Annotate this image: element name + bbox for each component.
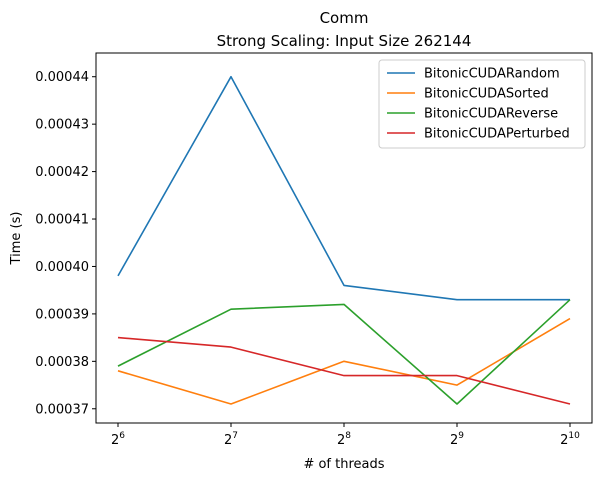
y-tick-label: 0.00043 bbox=[35, 118, 89, 133]
y-tick-label: 0.00041 bbox=[35, 213, 89, 228]
x-tick-label: 210 bbox=[560, 431, 580, 448]
x-tick-base: 2 bbox=[224, 433, 232, 448]
chart-title: Comm bbox=[320, 9, 369, 27]
y-tick-label: 0.00039 bbox=[35, 307, 89, 322]
series-line-bitoniccudarandom bbox=[117, 75, 570, 301]
y-tick-label: 0.00037 bbox=[35, 402, 89, 417]
x-axis-ticks: 26 27 28 29 210 bbox=[111, 423, 580, 448]
y-axis-ticks: 0.00037 0.00038 0.00039 0.00040 0.00041 0.000… bbox=[35, 70, 96, 417]
x-tick-base: 2 bbox=[337, 433, 345, 448]
chart-subtitle: Strong Scaling: Input Size 262144 bbox=[217, 32, 472, 50]
series-line-bitoniccudaperturbed bbox=[117, 336, 571, 405]
y-tick-label: 0.00038 bbox=[35, 355, 89, 370]
series-lines bbox=[117, 75, 571, 405]
legend-label: BitonicCUDAReverse bbox=[424, 107, 558, 122]
y-tick-label: 0.00040 bbox=[35, 260, 89, 275]
x-tick-exponent: 7 bbox=[232, 431, 238, 441]
series-line-bitoniccudasorted bbox=[117, 317, 571, 405]
legend-box bbox=[378, 59, 586, 149]
x-tick-exponent: 9 bbox=[458, 431, 464, 441]
x-tick-label: 28 bbox=[337, 431, 351, 448]
x-tick-label: 26 bbox=[111, 431, 125, 448]
plot-frame bbox=[95, 52, 593, 424]
legend: BitonicCUDARandom BitonicCUDASorted Bitoni… bbox=[378, 59, 586, 149]
x-tick-label: 27 bbox=[224, 431, 238, 448]
legend-label: BitonicCUDASorted bbox=[424, 87, 549, 102]
y-tick-label: 0.00042 bbox=[35, 165, 89, 180]
legend-label: BitonicCUDARandom bbox=[424, 67, 560, 82]
x-tick-exponent: 8 bbox=[345, 431, 351, 441]
legend-label: BitonicCUDAPerturbed bbox=[424, 127, 570, 142]
x-axis-label: # of threads bbox=[303, 457, 384, 472]
y-tick-label: 0.00044 bbox=[35, 70, 89, 85]
series-line-bitoniccudareverse bbox=[117, 299, 571, 405]
y-axis-label: Time (s) bbox=[9, 212, 24, 266]
x-tick-base: 2 bbox=[450, 433, 458, 448]
x-tick-exponent: 10 bbox=[568, 431, 580, 441]
x-tick-exponent: 6 bbox=[119, 431, 125, 441]
x-tick-base: 2 bbox=[111, 433, 119, 448]
x-tick-label: 29 bbox=[450, 431, 464, 448]
x-tick-base: 2 bbox=[560, 433, 568, 448]
